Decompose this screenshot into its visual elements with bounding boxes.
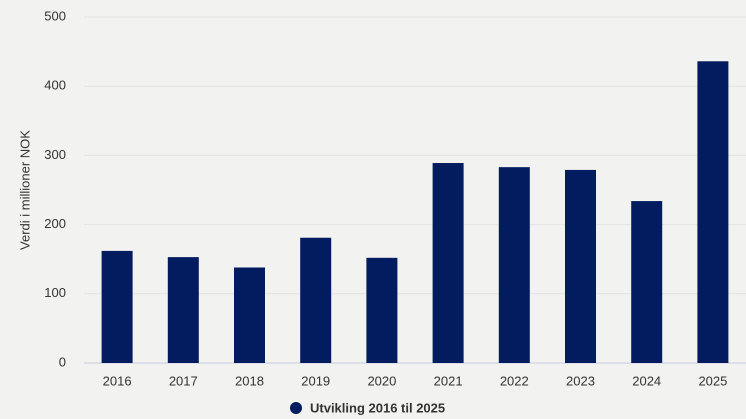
bar	[167, 257, 199, 363]
bar	[432, 163, 464, 363]
x-tick-label: 2025	[698, 373, 727, 388]
x-tick-label: 2021	[434, 373, 463, 388]
bar	[366, 257, 398, 363]
y-tick-label: 100	[44, 285, 66, 300]
x-tick-label: 2022	[500, 373, 529, 388]
bar	[234, 267, 265, 363]
y-tick-label: 0	[59, 354, 66, 369]
y-tick-label: 300	[44, 147, 66, 162]
y-axis-label: Verdi i millioner NOK	[17, 130, 32, 250]
bar	[498, 167, 530, 363]
legend-marker	[290, 402, 302, 414]
x-tick-label: 2019	[301, 373, 330, 388]
bar	[631, 201, 663, 363]
x-tick-label: 2023	[566, 373, 595, 388]
bar	[300, 237, 332, 363]
x-tick-label: 2018	[235, 373, 264, 388]
x-tick-label: 2017	[169, 373, 198, 388]
bar	[565, 169, 596, 363]
bar	[697, 61, 729, 364]
y-tick-label: 400	[44, 78, 66, 93]
y-tick-label: 500	[44, 8, 66, 23]
bar	[101, 250, 133, 363]
legend-label: Utvikling 2016 til 2025	[310, 400, 445, 415]
y-tick-label: 200	[44, 216, 66, 231]
x-tick-label: 2020	[367, 373, 396, 388]
x-tick-label: 2016	[103, 373, 132, 388]
x-tick-label: 2024	[632, 373, 661, 388]
